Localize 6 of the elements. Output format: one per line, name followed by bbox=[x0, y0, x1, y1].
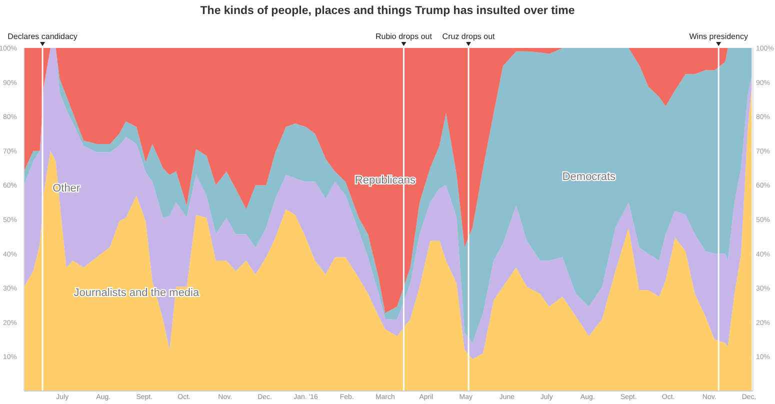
ref-line-label: Declares candidacy bbox=[8, 32, 78, 41]
ref-line-label: Wins presidency bbox=[689, 32, 748, 41]
ref-line-label: Cruz drops out bbox=[442, 32, 496, 41]
series-label: Democrats bbox=[562, 171, 616, 184]
chart-title: The kinds of people, places and things Trump has insulted over time bbox=[199, 5, 576, 17]
ref-line-label: Rubio drops out bbox=[375, 32, 433, 41]
